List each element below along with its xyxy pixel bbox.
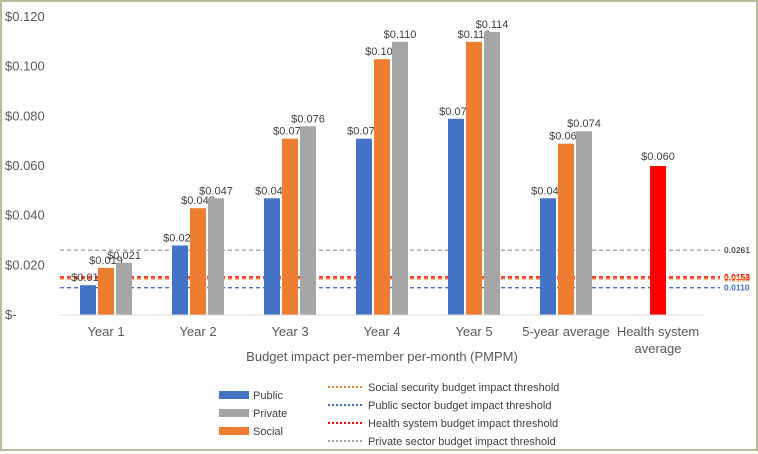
y-tick-label: $0.100 (5, 59, 45, 74)
bar-private (116, 262, 132, 315)
bar-value-label: $0.071 (347, 126, 381, 138)
bar-value-label: $0.103 (365, 46, 399, 58)
legend-swatch-private (219, 409, 249, 417)
legend-swatch-social (219, 427, 249, 435)
bar-value-label: $0.021 (107, 250, 141, 262)
bar-private (484, 31, 500, 316)
legend-label: Social (253, 426, 283, 438)
x-tick-label: 5-year average (522, 324, 609, 339)
bar-public (356, 138, 372, 315)
bar-social (190, 208, 206, 315)
x-tick-label: Year 1 (87, 324, 124, 339)
bar-private (392, 41, 408, 315)
bar-value-label: $0.047 (199, 185, 233, 197)
threshold-label: 0.0261 (724, 245, 750, 255)
x-tick-label: Health system (617, 324, 699, 339)
legend: Public Private Social Social security budge… (219, 382, 559, 448)
x-tick-label: average (635, 341, 682, 356)
bar-value-label: $0.069 (549, 131, 583, 143)
bar-value-label: $0.071 (273, 126, 307, 138)
bar-social (374, 59, 390, 315)
threshold-label: 0.0153 (724, 272, 750, 282)
bar-public (172, 245, 188, 315)
legend-label: Private sector budget impact threshold (368, 436, 556, 448)
bar-value-label: $0.019 (89, 255, 123, 267)
bar-public (448, 118, 464, 315)
bar-private (208, 198, 224, 315)
bar-social (558, 143, 574, 315)
x-axis-categories: Year 1 Year 2 Year 3 Year 4 Year 5 5-year ave… (87, 324, 699, 356)
budget-impact-chart: $- $0.020 $0.040 $0.060 $0.080 $0.100 $0.120 0… (5, 9, 750, 448)
x-tick-label: Year 3 (271, 324, 308, 339)
bar-health-system (650, 166, 666, 315)
bar-private (576, 131, 592, 315)
bar-value-label: $0.114 (476, 19, 509, 31)
bar-public (264, 198, 280, 315)
y-tick-label: $0.040 (5, 208, 45, 223)
bar-value-label: $0.110 (458, 29, 491, 41)
threshold-label: 0.0110 (724, 283, 750, 293)
bar-value-label: $0.047 (255, 185, 289, 197)
bar-value-label: $0.079 (439, 106, 473, 118)
legend-label: Social security budget impact threshold (368, 382, 559, 394)
bar-value-label: $0.074 (567, 118, 601, 130)
bar-value-label: $0.076 (291, 113, 325, 125)
bar-value-label: $0.012 (71, 272, 105, 284)
threshold-label: 0.0146 (724, 274, 750, 284)
y-tick-label: $0.060 (5, 158, 45, 173)
legend-label: Health system budget impact threshold (368, 418, 558, 430)
legend-label: Private (253, 408, 287, 420)
bar-private (300, 126, 316, 316)
bar-social (98, 267, 114, 315)
bar-value-label: $0.043 (181, 195, 215, 207)
bar-value-label: $0.060 (641, 151, 675, 163)
bars: $0.012$0.019$0.021$0.028$0.043$0.047 $0.0… (71, 19, 675, 316)
bar-public (540, 198, 556, 315)
y-tick-label: $- (5, 307, 17, 322)
x-axis-title: Budget impact per-member per-month (PMPM… (246, 349, 518, 364)
y-tick-label: $0.020 (5, 257, 45, 272)
y-axis-ticks: $- $0.020 $0.040 $0.060 $0.080 $0.100 $0.120 (5, 9, 45, 322)
x-tick-label: Year 2 (179, 324, 216, 339)
y-tick-label: $0.080 (5, 108, 45, 123)
bar-social (282, 138, 298, 315)
legend-label: Public (253, 390, 283, 402)
bar-social (466, 41, 482, 315)
legend-label: Public sector budget impact threshold (368, 400, 551, 412)
legend-swatch-public (219, 391, 249, 399)
bar-public (80, 285, 96, 315)
x-tick-label: Year 5 (455, 324, 492, 339)
y-tick-label: $0.120 (5, 9, 45, 24)
bar-value-label: $0.028 (163, 232, 197, 244)
x-tick-label: Year 4 (363, 324, 400, 339)
bar-value-label: $0.110 (384, 29, 417, 41)
bar-value-label: $0.047 (531, 185, 565, 197)
